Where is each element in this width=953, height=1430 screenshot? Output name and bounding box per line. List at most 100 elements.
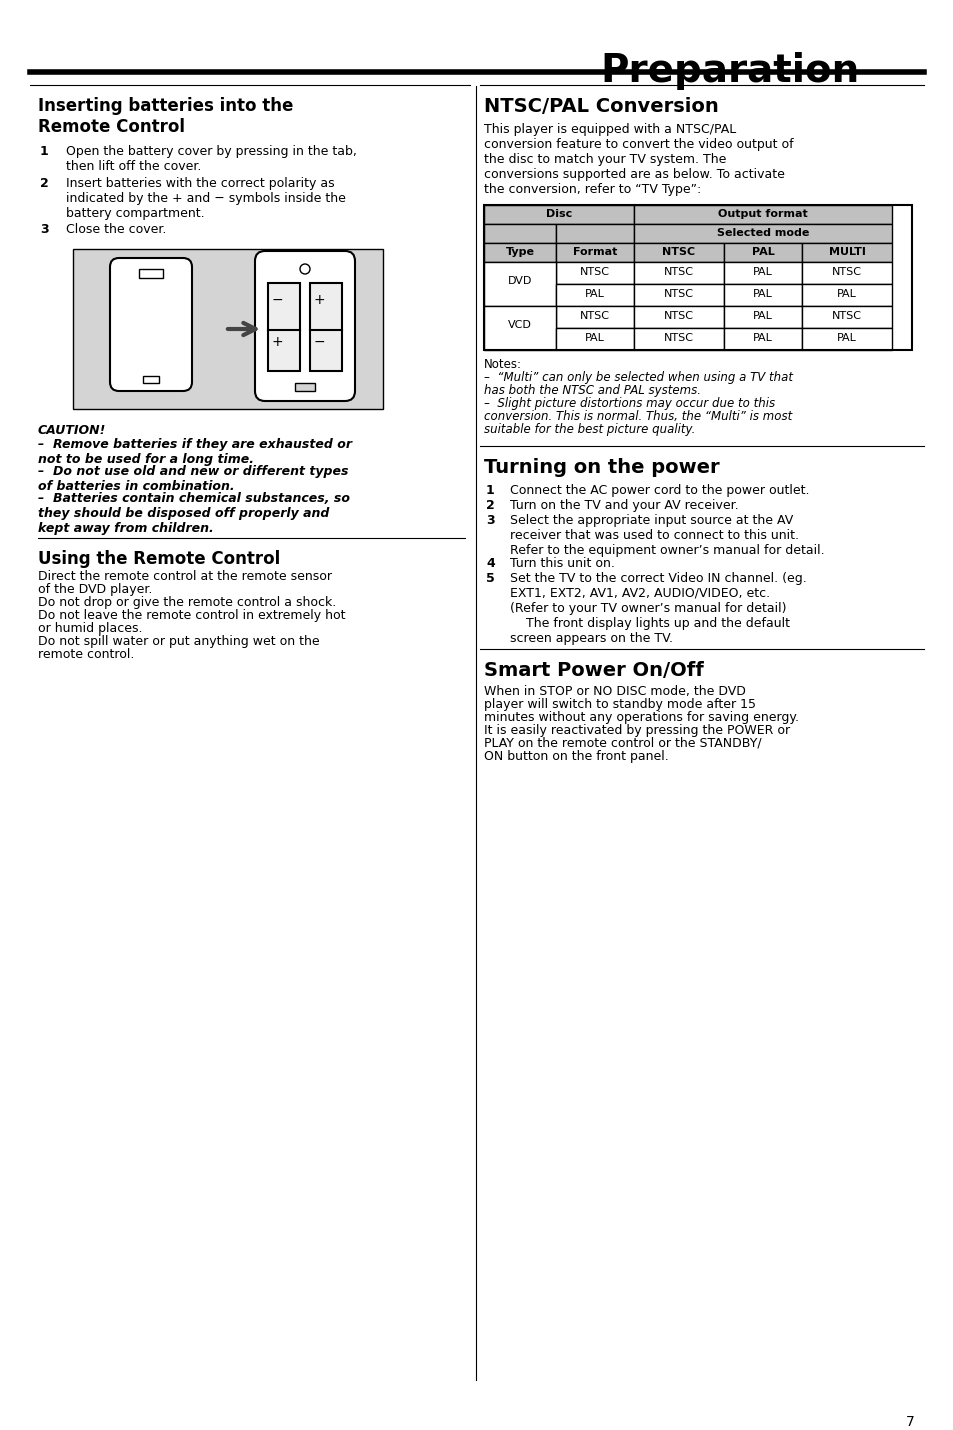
Bar <box>634 225 891 243</box>
Text: or humid places.: or humid places. <box>38 622 142 635</box>
Text: 1: 1 <box>485 483 495 498</box>
Text: of the DVD player.: of the DVD player. <box>38 583 152 596</box>
Text: NTSC: NTSC <box>663 289 693 299</box>
Text: Turn on the TV and your AV receiver.: Turn on the TV and your AV receiver. <box>510 499 738 512</box>
Bar <box>801 327 891 350</box>
Text: NTSC: NTSC <box>579 267 609 277</box>
Bar <box>483 306 556 350</box>
Text: 3: 3 <box>485 513 494 528</box>
Text: 3: 3 <box>40 223 49 236</box>
Text: remote control.: remote control. <box>38 648 134 661</box>
Text: NTSC: NTSC <box>579 310 609 320</box>
Text: Type: Type <box>505 247 534 257</box>
Text: Set the TV to the correct Video IN channel. (eg.
EXT1, EXT2, AV1, AV2, AUDIO/VID: Set the TV to the correct Video IN chann… <box>510 572 806 645</box>
Text: PAL: PAL <box>752 333 772 343</box>
Bar <box>294 383 314 390</box>
Text: CAUTION!: CAUTION! <box>38 425 107 438</box>
Text: Selected mode: Selected mode <box>716 227 808 237</box>
Bar <box>556 262 634 285</box>
Bar <box>556 327 634 350</box>
Text: –  Remove batteries if they are exhausted or
not to be used for a long time.: – Remove batteries if they are exhausted… <box>38 438 352 466</box>
Bar <box>483 262 556 306</box>
Text: Do not leave the remote control in extremely hot: Do not leave the remote control in extre… <box>38 609 345 622</box>
Text: conversion. This is normal. Thus, the “Multi” is most: conversion. This is normal. Thus, the “M… <box>483 410 791 423</box>
Bar <box>556 306 634 327</box>
Text: 1: 1 <box>40 144 49 157</box>
Text: –  “Multi” can only be selected when using a TV that: – “Multi” can only be selected when usin… <box>483 370 792 385</box>
Text: Using the Remote Control: Using the Remote Control <box>38 551 280 568</box>
FancyBboxPatch shape <box>110 257 192 390</box>
Text: PAL: PAL <box>836 333 856 343</box>
Text: NTSC: NTSC <box>663 333 693 343</box>
Text: NTSC: NTSC <box>663 267 693 277</box>
Text: 2: 2 <box>485 499 495 512</box>
Text: NTSC/PAL Conversion: NTSC/PAL Conversion <box>483 97 718 116</box>
Text: –  Do not use old and new or different types
of batteries in combination.: – Do not use old and new or different ty… <box>38 465 348 493</box>
Bar <box>801 243 891 262</box>
Bar <box>139 269 163 277</box>
Text: 7: 7 <box>905 1416 914 1429</box>
Text: player will switch to standby mode after 15: player will switch to standby mode after… <box>483 698 755 711</box>
Text: Format: Format <box>572 247 617 257</box>
Bar <box>483 204 634 225</box>
Bar <box>801 262 891 285</box>
Text: Disc: Disc <box>545 209 572 219</box>
Text: When in STOP or NO DISC mode, the DVD: When in STOP or NO DISC mode, the DVD <box>483 685 745 698</box>
Text: +: + <box>272 335 283 349</box>
Text: 5: 5 <box>485 572 495 585</box>
Text: VCD: VCD <box>508 320 532 330</box>
Bar <box>634 285 723 306</box>
Text: It is easily reactivated by pressing the POWER or: It is easily reactivated by pressing the… <box>483 724 789 736</box>
Text: This player is equipped with a NTSC/PAL
conversion feature to convert the video : This player is equipped with a NTSC/PAL … <box>483 123 793 196</box>
Text: NTSC: NTSC <box>831 267 862 277</box>
Bar <box>483 243 556 262</box>
Text: Preparation: Preparation <box>599 51 859 90</box>
Bar <box>143 376 159 383</box>
Text: −: − <box>272 293 283 307</box>
Text: Select the appropriate input source at the AV
receiver that was used to connect : Select the appropriate input source at t… <box>510 513 823 558</box>
Text: Close the cover.: Close the cover. <box>66 223 166 236</box>
Text: Output format: Output format <box>718 209 807 219</box>
FancyBboxPatch shape <box>254 252 355 400</box>
Bar <box>723 262 801 285</box>
Text: PAL: PAL <box>751 247 774 257</box>
Text: Do not drop or give the remote control a shock.: Do not drop or give the remote control a… <box>38 596 335 609</box>
Text: 4: 4 <box>485 558 495 571</box>
Text: –  Slight picture distortions may occur due to this: – Slight picture distortions may occur d… <box>483 398 774 410</box>
Text: NTSC: NTSC <box>663 310 693 320</box>
Text: +: + <box>314 293 325 307</box>
Bar <box>634 243 723 262</box>
Text: NTSC: NTSC <box>831 310 862 320</box>
Text: Turn this unit on.: Turn this unit on. <box>510 558 615 571</box>
Bar <box>556 285 634 306</box>
Text: NTSC: NTSC <box>661 247 695 257</box>
Text: PAL: PAL <box>584 289 604 299</box>
Text: Connect the AC power cord to the power outlet.: Connect the AC power cord to the power o… <box>510 483 809 498</box>
Text: Smart Power On/Off: Smart Power On/Off <box>483 661 703 681</box>
Text: Do not spill water or put anything wet on the: Do not spill water or put anything wet o… <box>38 635 319 648</box>
Bar <box>634 306 723 327</box>
Bar <box>483 204 911 350</box>
Text: suitable for the best picture quality.: suitable for the best picture quality. <box>483 423 695 436</box>
Text: –  Batteries contain chemical substances, so
they should be disposed off properl: – Batteries contain chemical substances,… <box>38 492 350 535</box>
Bar <box>483 225 556 243</box>
Bar <box>268 283 299 370</box>
Text: PLAY on the remote control or the STANDBY/: PLAY on the remote control or the STANDB… <box>483 736 760 749</box>
Bar <box>801 285 891 306</box>
Text: Open the battery cover by pressing in the tab,
then lift off the cover.: Open the battery cover by pressing in th… <box>66 144 356 173</box>
Text: minutes without any operations for saving energy.: minutes without any operations for savin… <box>483 711 799 724</box>
Bar <box>634 262 723 285</box>
Text: has both the NTSC and PAL systems.: has both the NTSC and PAL systems. <box>483 385 700 398</box>
Text: ON button on the front panel.: ON button on the front panel. <box>483 749 668 764</box>
Text: Notes:: Notes: <box>483 358 521 370</box>
Text: DVD: DVD <box>507 276 532 286</box>
Bar <box>723 327 801 350</box>
Bar <box>801 306 891 327</box>
Text: PAL: PAL <box>752 310 772 320</box>
Text: Direct the remote control at the remote sensor: Direct the remote control at the remote … <box>38 571 332 583</box>
Text: MULTI: MULTI <box>828 247 864 257</box>
Text: PAL: PAL <box>836 289 856 299</box>
Text: Inserting batteries into the
Remote Control: Inserting batteries into the Remote Cont… <box>38 97 294 136</box>
Bar <box>634 327 723 350</box>
Text: 2: 2 <box>40 177 49 190</box>
